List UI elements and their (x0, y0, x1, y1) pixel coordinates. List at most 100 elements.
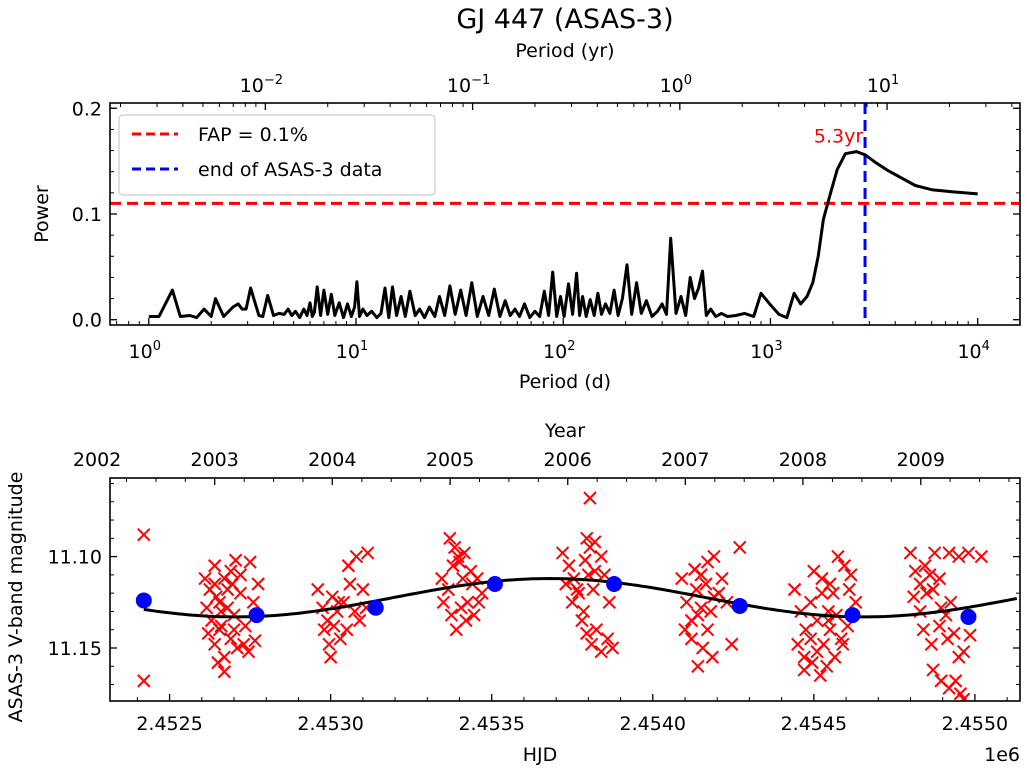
observation-marker (675, 571, 689, 586)
observation-marker (932, 619, 947, 633)
year-tick-label: 2009 (897, 449, 945, 471)
x-tick-label: 102 (543, 339, 575, 363)
x-stroke (580, 626, 594, 641)
x-stroke (207, 637, 222, 652)
observation-marker (220, 582, 235, 597)
observation-marker (454, 601, 468, 615)
x-stroke (220, 601, 235, 615)
observation-marker (444, 608, 459, 622)
x-stroke (472, 595, 486, 610)
observation-marker (580, 531, 594, 546)
x-stroke (926, 663, 940, 677)
binned-mean-point (960, 608, 977, 625)
lightcurve-x-offset: 1e6 (984, 744, 1020, 766)
x-stroke (963, 628, 977, 642)
year-tick-label: 2005 (426, 449, 474, 471)
x-stroke (332, 595, 346, 610)
observation-marker (343, 577, 357, 591)
observation-marker (199, 601, 214, 615)
year-axis-label: Year (544, 420, 585, 442)
observation-marker (238, 619, 252, 633)
observation-marker (571, 586, 586, 600)
observation-marker (360, 546, 375, 560)
observation-marker (443, 531, 457, 546)
observation-marker (947, 626, 961, 641)
observation-marker (791, 637, 805, 652)
observation-marker (214, 619, 228, 633)
x-stroke (137, 674, 151, 688)
observation-marker (230, 641, 244, 655)
y-tick-label: 0.2 (72, 98, 102, 120)
observation-marker (823, 577, 837, 591)
x-stroke (349, 549, 364, 564)
x-stroke (323, 650, 338, 664)
observation-marker (799, 623, 813, 637)
x-stroke (251, 577, 265, 591)
observation-marker (467, 608, 481, 622)
x-stroke (584, 637, 599, 652)
observation-marker (452, 555, 467, 569)
x-stroke (815, 571, 829, 586)
x-stroke (944, 595, 958, 610)
observation-marker (317, 623, 331, 637)
secondary-tick-label: 10−2 (240, 73, 283, 97)
observation-marker (837, 559, 852, 573)
observation-marker (248, 633, 262, 648)
x-stroke (241, 644, 256, 659)
x-tick-label: 2.4535 (458, 713, 524, 735)
observation-marker (813, 668, 827, 683)
observation-marker (704, 604, 718, 619)
binned-mean-point (367, 599, 384, 616)
year-tick-label: 2003 (191, 449, 239, 471)
x-stroke (691, 608, 705, 622)
x-stroke (199, 601, 214, 615)
x-stroke (837, 559, 852, 573)
observation-marker (952, 549, 966, 564)
x-stroke (209, 590, 224, 604)
observation-marker (816, 637, 831, 652)
x-stroke (555, 546, 570, 560)
observation-marker (246, 595, 261, 610)
observation-marker (605, 641, 620, 655)
observation-marker (333, 632, 348, 646)
observation-marker (251, 577, 265, 591)
observation-marker (699, 577, 713, 591)
observation-marker (700, 623, 715, 637)
x-stroke (201, 626, 215, 641)
x-stroke (343, 577, 357, 591)
x-stroke (694, 601, 708, 615)
x-stroke (679, 595, 694, 610)
x-stroke (956, 644, 971, 659)
x-stroke (828, 650, 842, 664)
year-tick-label: 2006 (544, 449, 592, 471)
y-tick-label: 0.0 (72, 310, 102, 332)
x-stroke (435, 571, 449, 586)
observation-marker (956, 692, 971, 701)
x-stroke (454, 601, 468, 615)
year-tick-label: 2007 (661, 449, 709, 471)
x-stroke (836, 637, 850, 652)
observation-marker (589, 623, 604, 637)
x-stroke (447, 540, 462, 555)
observation-marker (916, 623, 931, 637)
peak-annotation: 5.3yr (814, 126, 863, 148)
lightcurve-panel: Year 2002 2003 2004 2005 2006 2007 2008 2009 2.… (5, 420, 1021, 766)
observation-marker (724, 637, 739, 652)
observation-marker (944, 595, 958, 610)
periodogram-plot-area (110, 103, 1020, 325)
x-stroke (211, 655, 225, 670)
x-stroke (571, 586, 586, 600)
x-stroke (813, 668, 827, 683)
observation-marker (831, 549, 845, 564)
observation-marker (575, 613, 589, 628)
x-stroke (605, 641, 620, 655)
observation-marker (815, 571, 829, 586)
x-stroke (444, 608, 459, 622)
x-stroke (360, 546, 375, 560)
x-stroke (589, 623, 604, 637)
x-tick-label: 100 (129, 339, 161, 363)
x-stroke (327, 619, 341, 633)
x-stroke (236, 637, 251, 652)
x-stroke (562, 559, 576, 573)
year-tick-label: 2008 (779, 449, 827, 471)
